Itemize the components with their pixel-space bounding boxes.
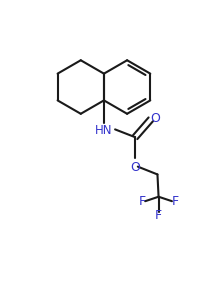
Text: F: F bbox=[172, 195, 179, 208]
Text: O: O bbox=[150, 112, 160, 125]
Text: F: F bbox=[155, 209, 162, 222]
Text: F: F bbox=[138, 195, 145, 208]
Text: O: O bbox=[130, 161, 140, 174]
Text: HN: HN bbox=[95, 124, 113, 137]
